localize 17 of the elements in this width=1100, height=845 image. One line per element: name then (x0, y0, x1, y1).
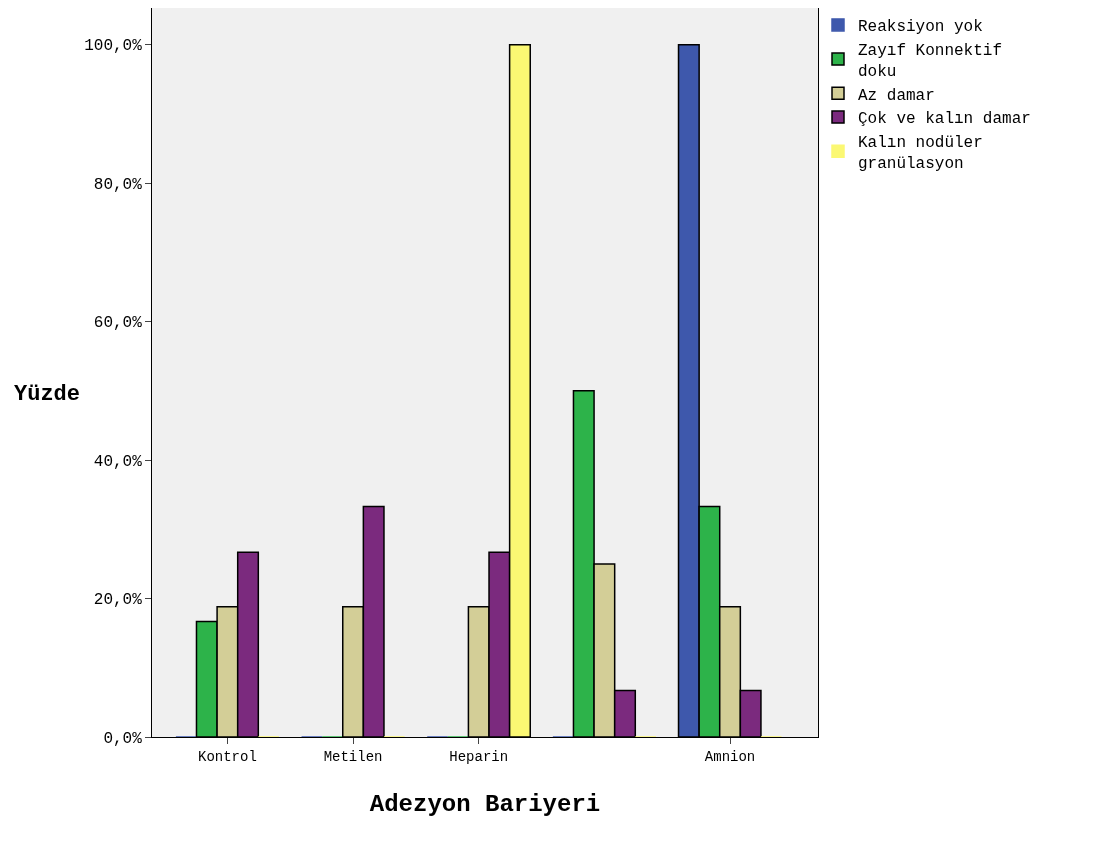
x-tick-label: Kontrol (197, 748, 257, 765)
y-tick-label: 60,0% (93, 314, 143, 333)
y-tick-label: 100,0% (84, 37, 143, 56)
legend-label: Az damar (858, 86, 935, 105)
x-tick-label: Amnion (704, 748, 756, 765)
legend-label: Kalın nodüler granülasyon (858, 134, 983, 173)
y-tick-label: 20,0% (93, 591, 143, 610)
y-tick-label: 40,0% (93, 452, 143, 471)
x-tick-label: Heparin (449, 748, 509, 765)
legend-label: Reaksiyon yok (858, 18, 983, 37)
y-tick-label: 0,0% (103, 729, 143, 748)
legend-label: Çok ve kalın damar (858, 110, 1031, 129)
x-axis-title: Adezyon Bariyeri (369, 791, 601, 819)
y-tick-label: 80,0% (93, 175, 143, 194)
x-tick-label: Metilen (323, 748, 383, 765)
y-axis-title: Yüzde (14, 382, 81, 407)
legend-label: Zayıf Konnektif doku (858, 41, 1003, 81)
